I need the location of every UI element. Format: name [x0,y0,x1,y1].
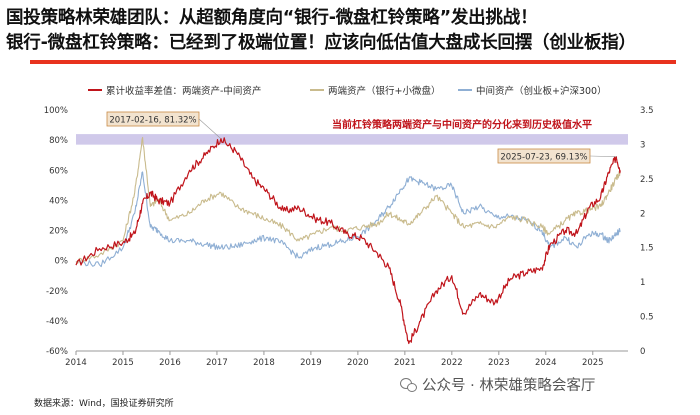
x-tick-label: 2016 [159,358,181,368]
y-left-tick-label: 80% [49,136,68,146]
y-right-tick-label: 1.5 [640,244,654,254]
chart: 累计收益率差值：两端资产-中间资产 两端资产（银行+小微盘） 中间资产（创业板+沪深… [44,85,654,368]
y-right-tick-label: 0 [640,347,645,357]
y-right-tick-label: 0.5 [640,313,654,323]
axes: 100% 80% 60% 40% 20% 0% -20% -40% -60% 3.5 3 2.5 2 1.… [44,106,654,368]
y-left-tick-label: 0% [55,257,69,267]
x-tick-label: 2024 [535,358,557,368]
x-tick-label: 2025 [582,358,604,368]
x-tick-label: 2019 [300,358,322,368]
legend-label: 两端资产（银行+小微盘） [328,85,440,97]
data-source: 数据来源：Wind，国投证券研究所 [34,399,174,409]
title-line-1: 国投策略林荣雄团队：从超额角度向“银行-微盘杠铃策略”发出挑战！ [6,8,538,28]
y-left-tick-label: -40% [46,317,68,327]
watermark-text: 公众号 · 林荣雄策略会客厅 [422,378,596,394]
legend: 累计收益率差值：两端资产-中间资产 两端资产（银行+小微盘） 中间资产（创业板+沪深… [88,85,607,97]
y-left-tick-label: -20% [46,287,68,297]
x-tick-label: 2015 [112,358,134,368]
wechat-icon [400,377,418,393]
title-line-2: 银行-微盘杠铃策略：已经到了极端位置！应该向低估值大盘成长回摆（创业板指） [6,33,636,53]
watermark: 公众号 · 林荣雄策略会客厅 [400,374,595,395]
y-right-tick-label: 2.5 [640,175,654,185]
y-right-tick-label: 1 [640,278,645,288]
peak-2025-label: 2025-07-23, 69.13% [500,153,587,163]
legend-label: 中间资产（创业板+沪深300） [476,85,607,97]
series-line [75,171,621,268]
legend-label: 累计收益率差值：两端资产-中间资产 [106,85,261,97]
y-left-tick-label: -60% [46,347,68,357]
y-right-tick-label: 2 [640,209,645,219]
peak-2017-label: 2017-02-16, 81.32% [109,116,196,126]
x-tick-label: 2017 [206,358,228,368]
series-line [75,136,621,264]
peak-2025-leader [589,155,617,157]
title-divider [30,60,676,64]
y-right-tick-label: 3.5 [640,106,654,116]
x-tick-label: 2018 [253,358,275,368]
x-tick-label: 2014 [65,358,87,368]
x-tick-label: 2022 [441,358,463,368]
x-tick-label: 2023 [488,358,510,368]
y-left-tick-label: 60% [49,166,68,176]
annotations: 2017-02-16, 81.32% 2025-07-23, 69.13% 当前杠铃… [106,111,617,164]
x-tick-label: 2020 [347,358,369,368]
series-line [75,137,621,345]
x-tick-label: 2021 [394,358,416,368]
y-right-tick-label: 3 [640,140,645,150]
y-left-tick-label: 100% [44,106,68,116]
series-layer [75,136,621,345]
y-left-tick-label: 20% [49,227,68,237]
extreme-note: 当前杠铃策略两端资产与中间资产的分化来到历史极值水平 [332,118,592,131]
peak-2017-leader [198,118,222,139]
y-left-tick-label: 40% [49,196,68,206]
extreme-band [76,134,628,145]
